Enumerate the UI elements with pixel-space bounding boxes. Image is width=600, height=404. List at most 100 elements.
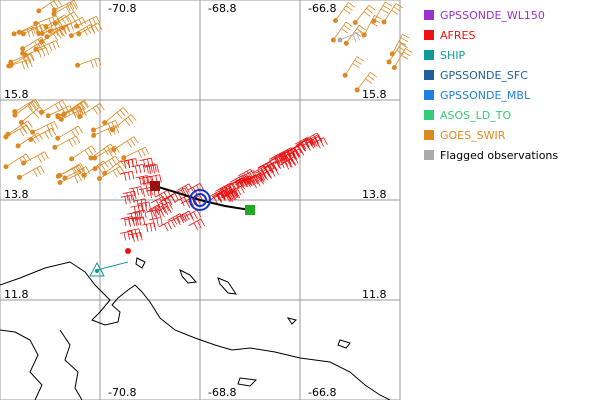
- afres-point: [125, 248, 131, 254]
- wind-barb: [14, 100, 40, 116]
- wind-barb: [388, 43, 409, 63]
- obs-point: [52, 144, 58, 150]
- obs-point: [121, 155, 127, 161]
- track-line: [154, 185, 251, 211]
- legend-swatch: [424, 30, 434, 40]
- wind-barb: [120, 158, 135, 169]
- wind-barb: [135, 175, 150, 186]
- wind-barb: [288, 143, 306, 155]
- obs-point: [68, 33, 74, 39]
- wind-barb: [148, 217, 163, 228]
- lon-label: -66.8: [308, 2, 336, 15]
- wind-barb: [147, 209, 161, 219]
- wind-barb: [264, 161, 282, 173]
- wind-barb: [94, 145, 120, 159]
- wind-barb: [58, 164, 84, 177]
- lat-label: 15.8: [4, 88, 29, 101]
- obs-point: [91, 132, 97, 138]
- wind-barb: [257, 160, 275, 173]
- track-start: [150, 181, 160, 191]
- wind-barb: [311, 137, 328, 149]
- legend-swatch: [424, 10, 434, 20]
- obs-point: [90, 127, 96, 133]
- obs-point: [18, 119, 24, 125]
- obs-point: [102, 120, 108, 126]
- legend-label: GPSSONDE_WL150: [440, 9, 545, 22]
- obs-point: [77, 113, 83, 119]
- wind-barb: [262, 167, 279, 179]
- wind-barb: [127, 211, 141, 222]
- wind-barb: [132, 209, 147, 220]
- obs-point: [36, 8, 42, 14]
- legend-label: Flagged observations: [440, 149, 558, 162]
- wind-barb: [394, 48, 413, 68]
- wind-barb: [104, 107, 129, 123]
- legend-swatch: [424, 90, 434, 100]
- wind-barb: [38, 0, 62, 12]
- wind-barb: [64, 166, 91, 179]
- obs-point: [342, 72, 348, 78]
- wind-barb: [145, 164, 159, 175]
- obs-point: [361, 32, 367, 38]
- wind-barb: [61, 108, 87, 120]
- flight-track: [89, 181, 255, 277]
- obs-point: [30, 129, 36, 135]
- wind-barb: [35, 40, 60, 52]
- obs-point: [386, 59, 392, 65]
- wind-barb: [147, 174, 162, 185]
- wind-barb: [55, 11, 79, 24]
- obs-point: [51, 7, 57, 13]
- wind-barb: [104, 158, 129, 174]
- wind-barb: [25, 47, 50, 58]
- wind-barb: [392, 34, 410, 55]
- wind-barb: [53, 2, 78, 15]
- wind-barb: [235, 177, 252, 190]
- obs-point: [22, 52, 28, 58]
- wind-barb: [172, 187, 189, 200]
- wind-barb: [363, 15, 382, 36]
- wind-barb: [93, 125, 120, 137]
- wind-barb: [64, 99, 89, 115]
- wind-barb: [148, 202, 166, 215]
- wind-barb: [333, 21, 353, 41]
- obs-point: [69, 156, 75, 162]
- obs-point: [36, 31, 42, 37]
- wind-barb: [22, 41, 46, 54]
- wind-barb: [158, 219, 176, 232]
- wind-barb: [41, 29, 65, 42]
- wind-barb: [240, 170, 258, 182]
- wind-barb: [7, 120, 33, 135]
- wind-barb: [281, 156, 299, 168]
- obs-point: [88, 155, 94, 161]
- wind-barb: [247, 176, 264, 189]
- wind-barb: [304, 132, 322, 145]
- wind-barb: [159, 195, 176, 207]
- lon-label: -68.8: [208, 386, 236, 399]
- legend-label: GPSSONDE_SFC: [440, 69, 528, 82]
- wind-barb: [54, 0, 78, 12]
- wind-barb: [278, 147, 296, 159]
- wind-barb: [216, 187, 233, 200]
- wind-barb: [14, 98, 40, 112]
- wind-barb: [32, 121, 59, 133]
- obs-point: [337, 37, 343, 43]
- obs-point: [76, 31, 82, 37]
- obs-point: [111, 147, 117, 153]
- wind-barb: [184, 209, 202, 221]
- wind-barb: [71, 145, 97, 160]
- wind-barb: [208, 193, 226, 205]
- wind-barb: [10, 53, 35, 66]
- obs-point: [343, 40, 349, 46]
- wind-barb: [212, 190, 230, 202]
- wind-barb: [62, 17, 87, 29]
- wind-barb: [128, 232, 143, 243]
- wind-barb: [112, 114, 137, 131]
- obs-point: [3, 164, 9, 170]
- wind-barb: [57, 125, 83, 139]
- wind-barb: [281, 147, 298, 159]
- wind-barb: [305, 134, 323, 146]
- legend-label: GOES_SWIR: [440, 129, 506, 142]
- legend: GPSSONDE_WL150 AFRES SHIP GPSSONDE_SFC GPSSO…: [424, 9, 558, 162]
- obs-point: [8, 62, 14, 68]
